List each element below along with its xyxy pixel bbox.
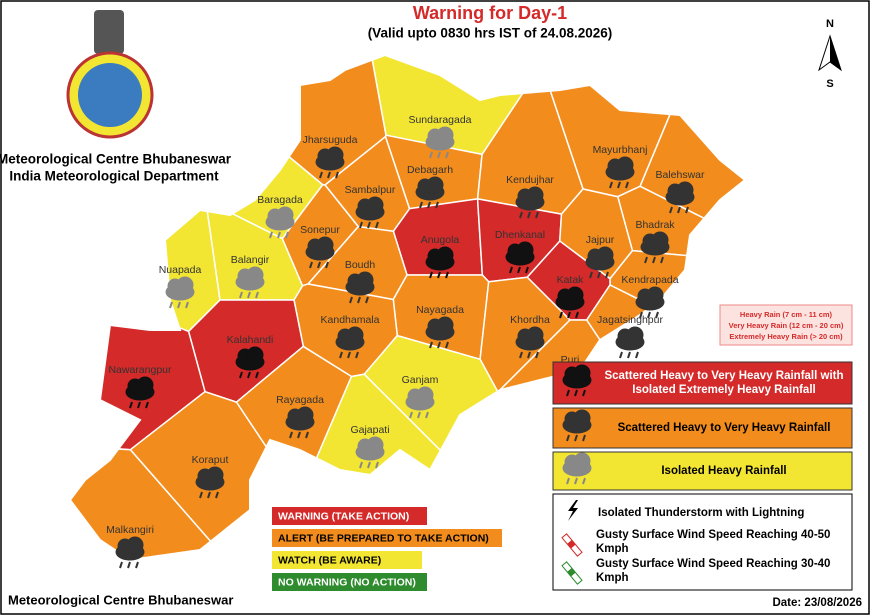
level-box xyxy=(272,507,427,525)
district-label: Malkangiri xyxy=(106,524,154,536)
district-label: Sonepur xyxy=(300,224,340,236)
district-label: Nayagada xyxy=(416,304,464,316)
impact-box xyxy=(552,407,853,449)
district-label: Nawarangpur xyxy=(108,364,172,376)
level-label: ALERT (BE PREPARED TO TAKE ACTION) xyxy=(278,532,489,544)
impact-label-box: Scattered Heavy to Very Heavy Rainfall w… xyxy=(604,370,844,396)
level-label: WATCH (BE AWARE) xyxy=(278,554,381,566)
rain-scale-item: Very Heavy Rain (12 cm - 20 cm) xyxy=(729,321,844,330)
symbol-label: Isolated Thunderstorm with Lightning xyxy=(598,507,804,519)
org-line: Meteorological Centre Bhubaneswar xyxy=(0,152,232,167)
district-label: Jharsuguda xyxy=(303,134,358,146)
compass-north: N xyxy=(826,18,834,30)
district-label: Sundaragada xyxy=(408,114,471,126)
impact-box xyxy=(552,451,853,491)
district-label: Kendrapada xyxy=(621,274,678,286)
level-box xyxy=(272,529,502,547)
district-label: Kendujhar xyxy=(506,174,554,186)
rain-scale-item: Extremely Heavy Rain (> 20 cm) xyxy=(729,332,843,341)
district-label: Koraput xyxy=(192,454,229,466)
impact-label: Scattered Heavy to Very Heavy Rainfall xyxy=(617,422,831,434)
district-label: Ganjam xyxy=(402,374,439,386)
district-label: Kandhamala xyxy=(321,314,380,326)
district-label: Nuapada xyxy=(159,264,202,276)
district-label: Debagarh xyxy=(407,164,453,176)
district-label: Katak xyxy=(557,274,585,286)
subtitle: (Valid upto 0830 hrs IST of 24.08.2026) xyxy=(368,26,613,41)
level-label: NO WARNING (NO ACTION) xyxy=(278,576,416,588)
district-label: Balangir xyxy=(231,254,270,266)
logo xyxy=(66,10,154,139)
district-label: Gajapati xyxy=(350,424,389,436)
district-label: Balehswar xyxy=(655,169,705,181)
label-layer: Sundaragada Mayurbhanj Jharsuguda Sambalpur… xyxy=(106,114,705,569)
impact-label: Isolated Heavy Rainfall xyxy=(661,465,787,477)
symbol-label-box: Gusty Surface Wind Speed Reaching 30-40 … xyxy=(596,558,831,584)
impact-box xyxy=(552,361,853,405)
district-label: Khordha xyxy=(510,314,550,326)
symbol-label-box: Gusty Surface Wind Speed Reaching 40-50 … xyxy=(596,529,831,555)
district xyxy=(70,440,277,560)
level-label: WARNING (TAKE ACTION) xyxy=(278,510,409,522)
footer-left: Meteorological Centre Bhubaneswar xyxy=(8,592,233,607)
title: Warning for Day-1 xyxy=(413,3,567,23)
impact-label: Scattered Heavy to Very Heavy Rainfall w… xyxy=(604,370,844,396)
district-label: Baragada xyxy=(257,194,303,206)
symbol-legend: Isolated Thunderstorm with Lightning Gus… xyxy=(552,493,853,591)
district-label: Mayurbhanj xyxy=(593,144,648,156)
district-label: Anugola xyxy=(421,234,460,246)
symbol-label: Gusty Surface Wind Speed Reaching 40-50 … xyxy=(596,529,831,555)
rain-scale-item: Heavy Rain (7 cm - 11 cm) xyxy=(740,310,833,319)
district-label: Dhenkanal xyxy=(495,229,545,241)
rain-scale: Heavy Rain (7 cm - 11 cm) Very Heavy Rai… xyxy=(719,304,853,346)
org-line: India Meteorological Department xyxy=(9,169,219,184)
district-label: Sambalpur xyxy=(345,184,396,196)
district-label: Jajpur xyxy=(586,234,615,246)
compass-south: S xyxy=(826,78,833,90)
compass-arrow xyxy=(830,36,841,70)
district-label: Bhadrak xyxy=(635,219,675,231)
level-box xyxy=(272,551,422,569)
district-label: Rayagada xyxy=(276,394,324,406)
district-label: Jagatsinghpur xyxy=(597,314,663,326)
impact-label-box: Scattered Heavy to Very Heavy Rainfall xyxy=(617,422,831,434)
impact-label-box: Isolated Heavy Rainfall xyxy=(661,465,787,477)
impact-legend: Scattered Heavy to Very Heavy Rainfall w… xyxy=(552,361,853,491)
district-label: Kalahandi xyxy=(227,334,274,346)
footer-date: Date: 23/08/2026 xyxy=(772,597,862,609)
level-box xyxy=(272,573,427,591)
symbol-label: Gusty Surface Wind Speed Reaching 30-40 … xyxy=(596,558,831,584)
warning-levels: WARNING (TAKE ACTION) ALERT (BE PREPARED … xyxy=(272,507,502,591)
district-label: Boudh xyxy=(345,259,376,271)
